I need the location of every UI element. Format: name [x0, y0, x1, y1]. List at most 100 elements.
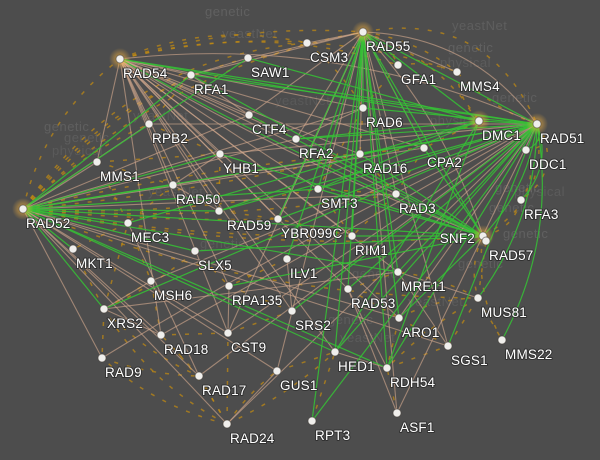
node-RAD51[interactable] — [532, 119, 542, 129]
edge-RAD52-RAD50 — [22, 184, 174, 210]
label-RAD16: RAD16 — [363, 161, 408, 176]
label-MEC3: MEC3 — [131, 230, 169, 245]
node-RAD57[interactable] — [481, 236, 491, 246]
edge-ILV1-RPA135 — [228, 258, 288, 287]
node-CSM3[interactable] — [302, 38, 312, 48]
node-MRE11[interactable] — [393, 267, 403, 277]
node-MEC3[interactable] — [123, 218, 133, 228]
node-RAD9[interactable] — [97, 353, 107, 363]
node-ARO1[interactable] — [394, 313, 404, 323]
node-ILV1[interactable] — [282, 254, 292, 264]
edge-RAD52-MEC3 — [22, 208, 129, 224]
edge-RAD18-RAD17 — [160, 334, 200, 377]
edge-RAD55-CPA2 — [362, 31, 425, 149]
edge-RAD53-MRE11 — [347, 271, 399, 290]
node-MMS1[interactable] — [92, 157, 102, 167]
edge-RAD54-CPA2 — [119, 58, 425, 149]
label-ILV1: ILV1 — [290, 266, 318, 281]
node-RAD50[interactable] — [168, 180, 178, 190]
edge-RAD51-RFA2 — [295, 123, 538, 140]
label-MMS4: MMS4 — [460, 79, 500, 94]
node-RAD18[interactable] — [156, 330, 166, 340]
node-CPA2[interactable] — [419, 143, 429, 153]
edge-XRS2-RAD17 — [103, 308, 200, 377]
label-XRS2: XRS2 — [107, 316, 143, 331]
node-SGS1[interactable] — [443, 341, 453, 351]
node-MMS22[interactable] — [497, 335, 507, 345]
node-RAD16[interactable] — [355, 149, 365, 159]
edge-RDH54-SGS1 — [386, 345, 449, 369]
edge-RPA135-CST9 — [227, 285, 230, 334]
edge-RAD52-RAD16 — [22, 153, 361, 210]
node-GUS1[interactable] — [272, 366, 282, 376]
node-YBR099C[interactable] — [273, 214, 283, 224]
node-RAD53[interactable] — [343, 284, 353, 294]
node-ASF1[interactable] — [392, 408, 402, 418]
node-RAD24[interactable] — [222, 419, 232, 429]
node-MMS4[interactable] — [452, 67, 462, 77]
edge-RAD55-ASF1 — [362, 31, 398, 414]
edge-RAD55-YBR099C — [277, 31, 364, 220]
node-RAD6[interactable] — [358, 103, 368, 113]
watermark-text: yeastNet — [452, 18, 507, 33]
node-XRS2[interactable] — [99, 304, 109, 314]
label-RIM1: RIM1 — [355, 243, 388, 258]
node-DDC1[interactable] — [521, 145, 531, 155]
edge-XRS2-RAD9 — [101, 308, 105, 359]
label-CPA2: CPA2 — [427, 155, 462, 170]
edge-RAD55-RFA1 — [190, 31, 364, 76]
edge-RAD55-RAD51 — [362, 31, 538, 125]
node-RAD55[interactable] — [358, 27, 368, 37]
node-GFA1[interactable] — [393, 60, 403, 70]
edge-RAD52-SAW1 — [22, 57, 249, 210]
node-HED1[interactable] — [330, 347, 340, 357]
edge-RAD51-RAD54 — [119, 58, 538, 125]
node-RDH54[interactable] — [382, 363, 392, 373]
node-YHB1[interactable] — [215, 149, 225, 159]
node-RAD52[interactable] — [18, 204, 28, 214]
node-MKT1[interactable] — [68, 244, 78, 254]
node-RPA135[interactable] — [224, 281, 234, 291]
edge-RAD55-DMC1 — [362, 31, 480, 122]
watermark-text: genetic — [503, 226, 548, 241]
node-RPB2[interactable] — [144, 119, 154, 129]
node-MUS81[interactable] — [473, 293, 483, 303]
edge-RAD52-RFA1 — [22, 74, 192, 210]
edge-RAD54-RFA2 — [119, 58, 297, 140]
edge-RAD54-MMS4 — [119, 40, 458, 73]
node-DMC1[interactable] — [474, 116, 484, 126]
node-RAD17[interactable] — [194, 371, 204, 381]
node-RAD54[interactable] — [115, 54, 125, 64]
node-RAD59[interactable] — [214, 206, 224, 216]
edge-SNF2-SMT3 — [317, 188, 484, 237]
edge-XRS2-RAD18 — [103, 308, 162, 336]
edge-YHB1-RAD50 — [172, 153, 221, 186]
node-SRS2[interactable] — [287, 306, 297, 316]
node-RIM1[interactable] — [347, 231, 357, 241]
node-SAW1[interactable] — [243, 53, 253, 63]
edge-RAD52-RAD55 — [22, 31, 364, 210]
node-RFA2[interactable] — [291, 134, 301, 144]
node-MSH6[interactable] — [146, 276, 156, 286]
node-SLX5[interactable] — [190, 246, 200, 256]
node-RFA1[interactable] — [186, 70, 196, 80]
node-RFA3[interactable] — [516, 195, 526, 205]
label-MRE11: MRE11 — [401, 279, 446, 294]
edge-RAD59-YBR099C — [218, 210, 279, 220]
edge-RAD54-RAD3 — [119, 58, 397, 195]
edge-RAD55-RIM1 — [351, 31, 364, 237]
node-RAD3[interactable] — [391, 189, 401, 199]
label-RDH54: RDH54 — [390, 375, 436, 390]
edge-MUS81-MMS22 — [477, 297, 503, 341]
node-RPT3[interactable] — [307, 416, 317, 426]
label-RPT3: RPT3 — [315, 428, 350, 443]
edge-YHB1-RAD59 — [218, 153, 221, 212]
edge-RAD51-MUS81 — [477, 123, 538, 299]
node-CTF4[interactable] — [244, 110, 254, 120]
node-CST9[interactable] — [223, 328, 233, 338]
node-SMT3[interactable] — [313, 184, 323, 194]
label-RFA2: RFA2 — [299, 146, 334, 161]
edge-SLX5-RPA135 — [194, 250, 230, 287]
label-RAD55: RAD55 — [366, 39, 411, 54]
